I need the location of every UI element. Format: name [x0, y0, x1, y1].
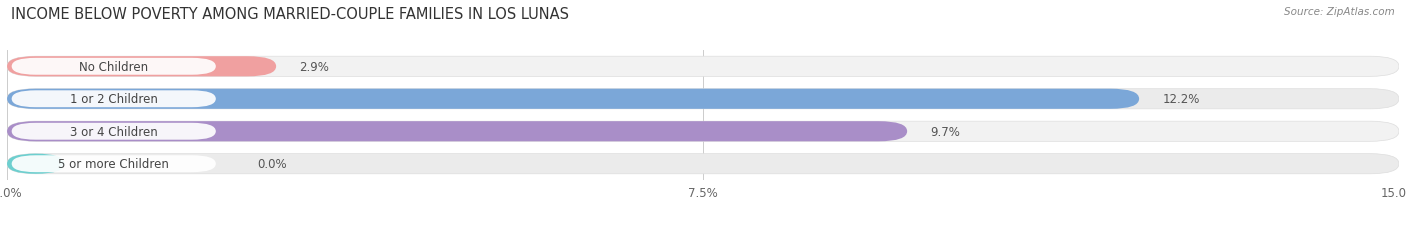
FancyBboxPatch shape: [11, 123, 217, 140]
Text: 12.2%: 12.2%: [1163, 93, 1199, 106]
Text: 9.7%: 9.7%: [931, 125, 960, 138]
FancyBboxPatch shape: [7, 57, 276, 77]
FancyBboxPatch shape: [7, 89, 1139, 109]
Text: 2.9%: 2.9%: [299, 61, 329, 73]
FancyBboxPatch shape: [7, 57, 1399, 77]
Text: Source: ZipAtlas.com: Source: ZipAtlas.com: [1284, 7, 1395, 17]
FancyBboxPatch shape: [7, 89, 1399, 109]
Text: 3 or 4 Children: 3 or 4 Children: [70, 125, 157, 138]
Text: 0.0%: 0.0%: [257, 158, 287, 170]
FancyBboxPatch shape: [7, 122, 907, 142]
Text: 1 or 2 Children: 1 or 2 Children: [70, 93, 157, 106]
FancyBboxPatch shape: [7, 154, 1399, 174]
FancyBboxPatch shape: [11, 156, 217, 172]
Text: No Children: No Children: [79, 61, 148, 73]
FancyBboxPatch shape: [7, 154, 65, 174]
Text: 5 or more Children: 5 or more Children: [58, 158, 169, 170]
FancyBboxPatch shape: [11, 91, 217, 108]
Text: INCOME BELOW POVERTY AMONG MARRIED-COUPLE FAMILIES IN LOS LUNAS: INCOME BELOW POVERTY AMONG MARRIED-COUPL…: [11, 7, 569, 22]
FancyBboxPatch shape: [11, 59, 217, 75]
FancyBboxPatch shape: [7, 122, 1399, 142]
